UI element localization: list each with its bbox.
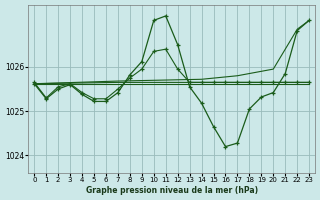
X-axis label: Graphe pression niveau de la mer (hPa): Graphe pression niveau de la mer (hPa) <box>86 186 258 195</box>
